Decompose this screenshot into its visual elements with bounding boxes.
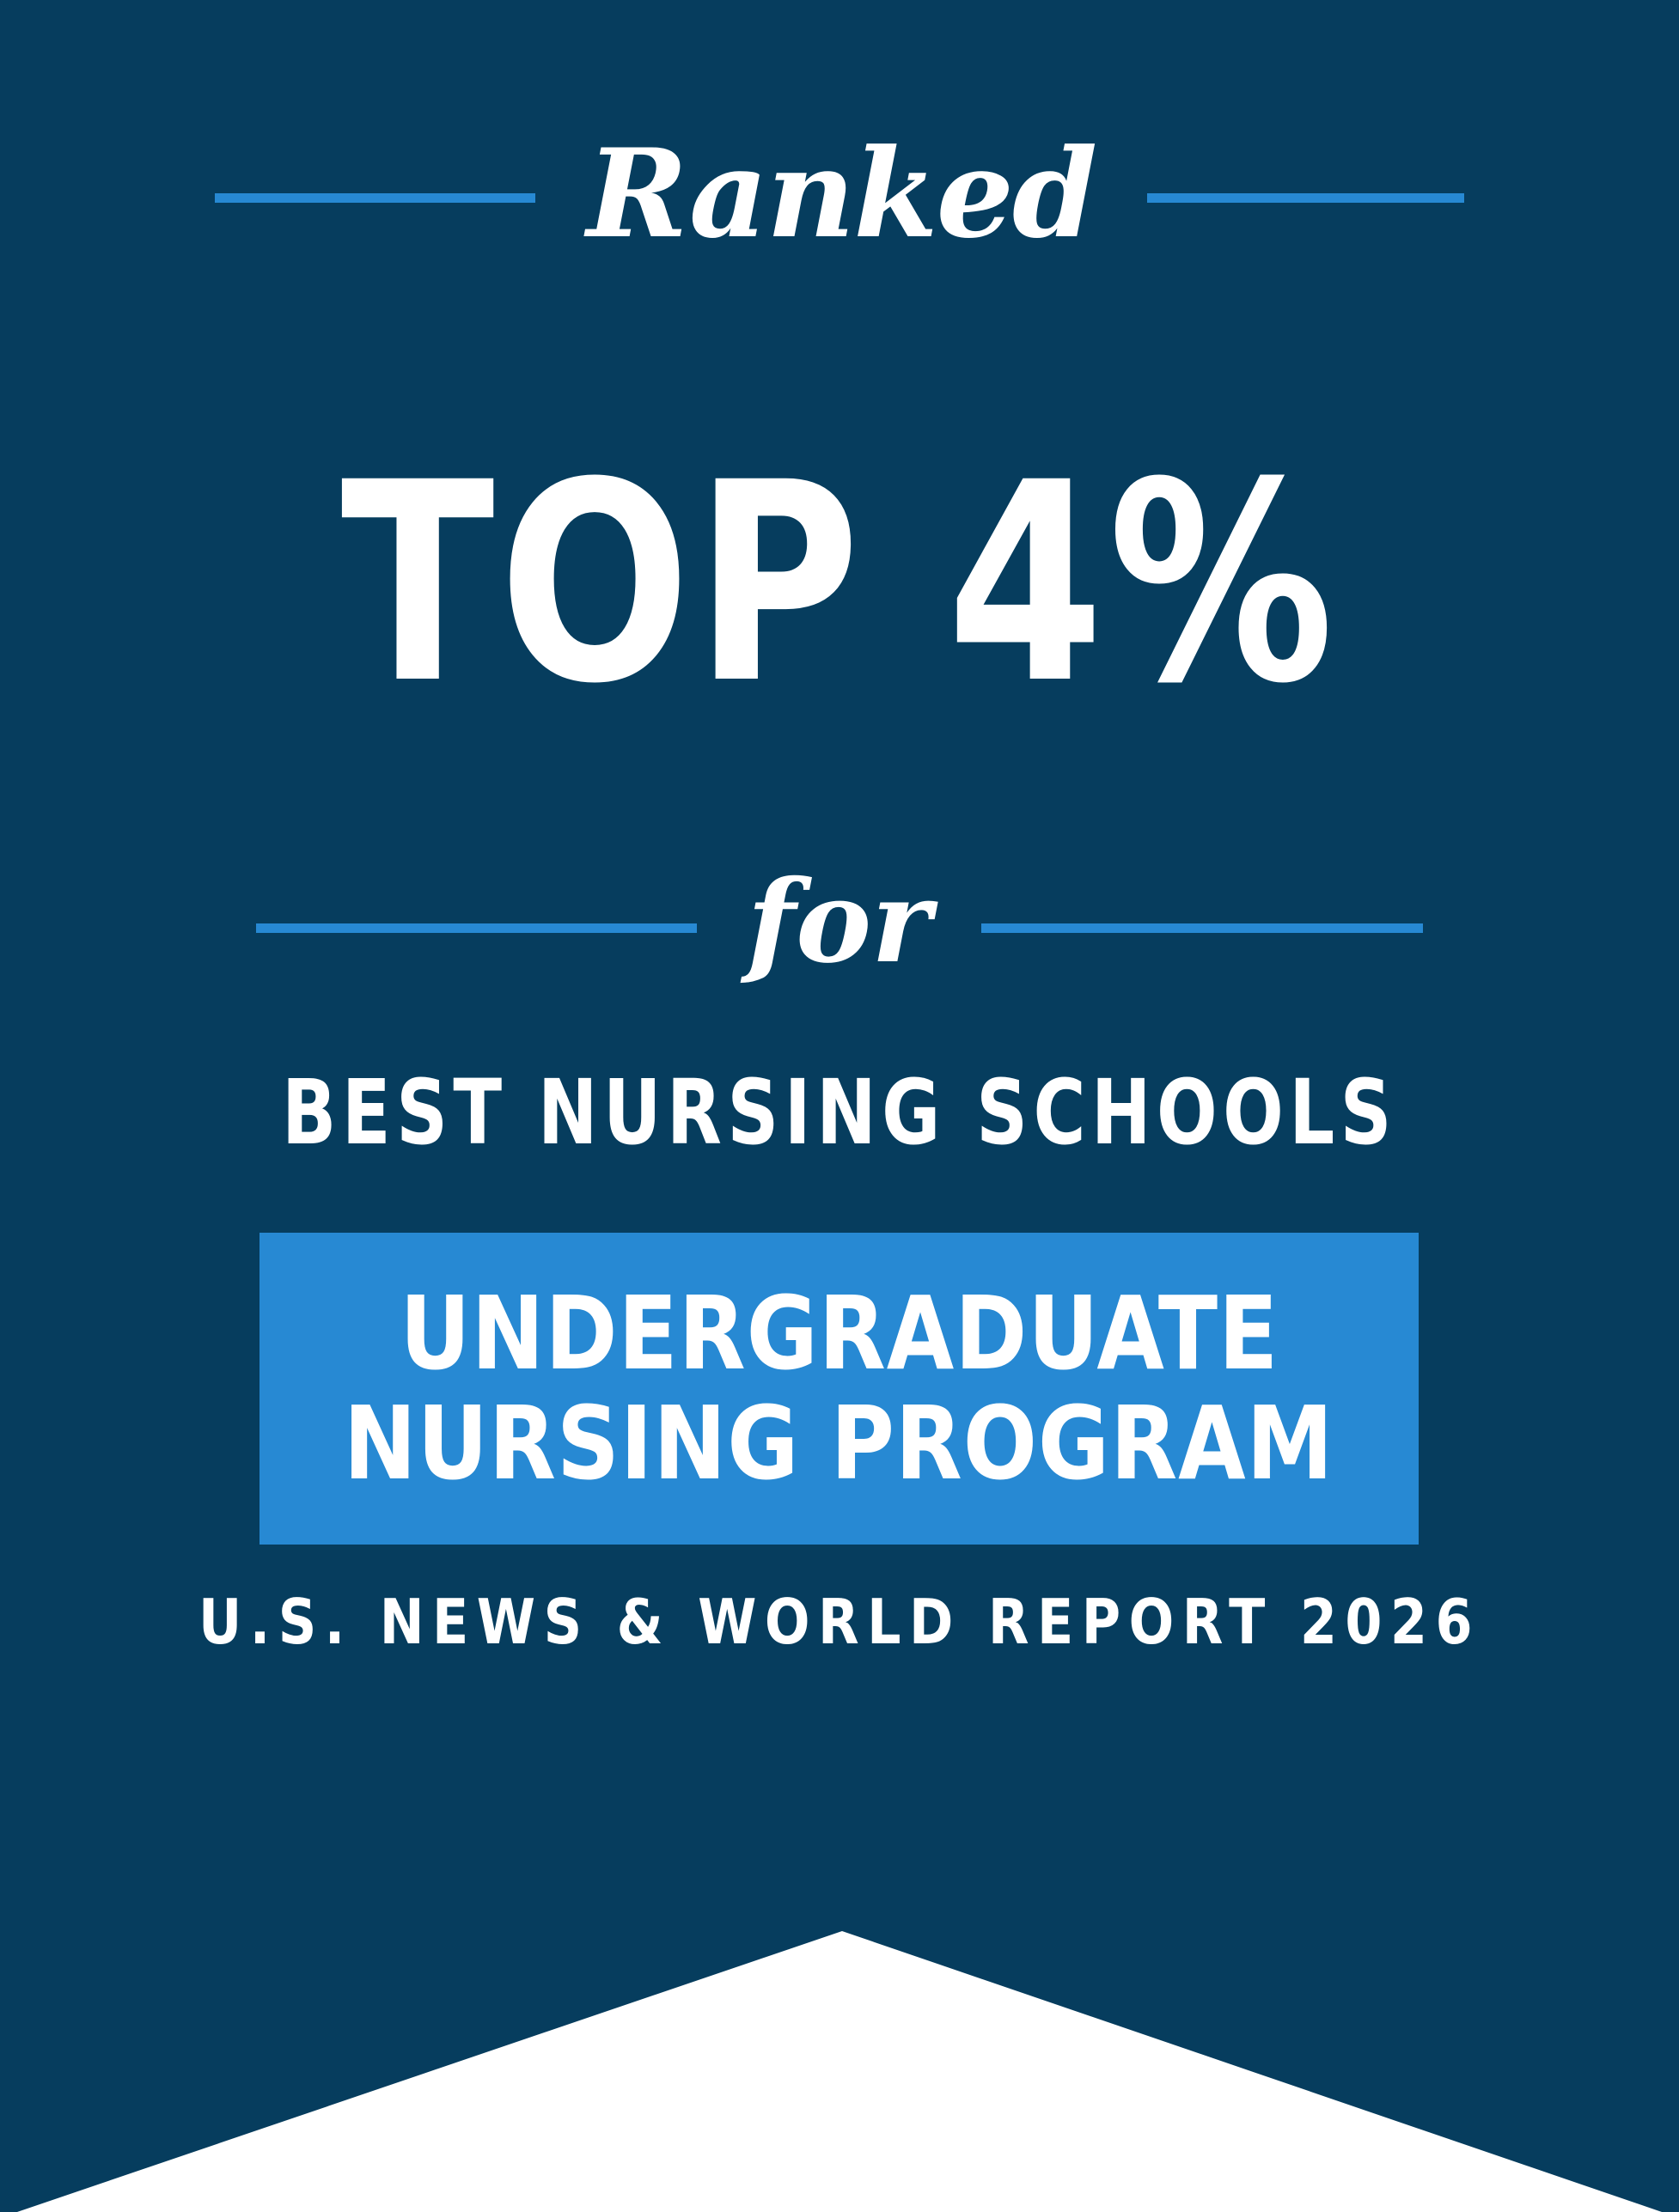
program-callout-box: UNDERGRADUATE NURSING PROGRAM bbox=[259, 1233, 1419, 1545]
rule-right-secondary-icon bbox=[980, 923, 1423, 933]
headline-text: TOP 4% bbox=[340, 424, 1339, 744]
eyebrow-row: Ranked bbox=[0, 129, 1679, 266]
category-text: BEST NURSING SCHOOLS bbox=[282, 1060, 1397, 1165]
rule-left-icon bbox=[214, 192, 535, 203]
callout-line-2: NURSING PROGRAM bbox=[344, 1383, 1334, 1502]
eyebrow-text: Ranked bbox=[586, 123, 1098, 265]
callout-line-1: UNDERGRADUATE bbox=[400, 1274, 1279, 1393]
connector-row: for bbox=[0, 846, 1679, 1009]
rule-left-secondary-icon bbox=[256, 923, 698, 933]
rule-right-icon bbox=[1147, 192, 1465, 203]
connector-text: for bbox=[747, 856, 931, 989]
source-text: U.S. NEWS & WORLD REPORT 2026 bbox=[198, 1586, 1481, 1658]
